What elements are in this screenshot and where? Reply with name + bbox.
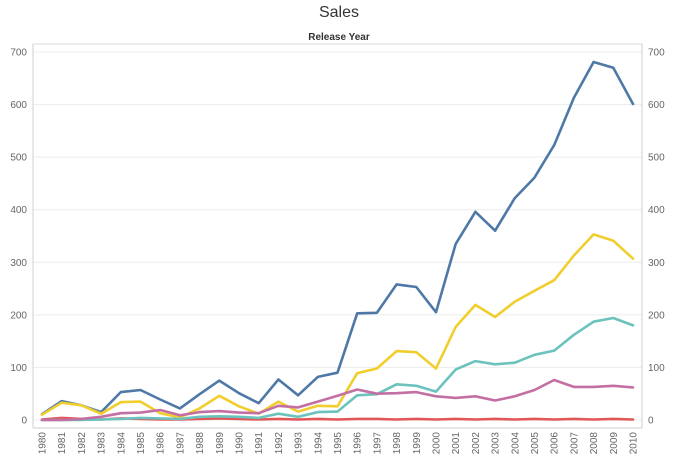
- x-tick-label: 1982: [77, 432, 88, 455]
- x-tick-label: 1998: [392, 432, 403, 455]
- y-tick-right: 200: [648, 310, 665, 321]
- x-tick-label: 1986: [156, 432, 167, 455]
- x-tick-label: 1984: [116, 432, 127, 455]
- x-tick-label: 1997: [372, 432, 383, 455]
- y-tick-left: 200: [10, 310, 27, 321]
- grid-layer: [33, 51, 642, 421]
- y-tick-left: 700: [10, 48, 27, 59]
- series-line-4: [40, 316, 635, 422]
- y-tick-right: 100: [648, 363, 665, 374]
- y-tick-left: 400: [10, 205, 27, 216]
- y-tick-left: 100: [10, 363, 27, 374]
- x-tick-label: 2007: [569, 432, 580, 455]
- x-tick-label: 2009: [609, 432, 620, 455]
- x-tick-label: 1981: [57, 432, 68, 455]
- y-tick-right: 300: [648, 258, 665, 269]
- x-tick-label: 2000: [432, 432, 443, 455]
- y-tick-right: 400: [648, 205, 665, 216]
- x-tick-label: 2005: [530, 432, 541, 455]
- y-tick-left: 600: [10, 100, 27, 111]
- series-layer: [40, 60, 635, 422]
- x-tick-label: 2004: [510, 432, 521, 455]
- x-tick-label: 1999: [412, 432, 423, 455]
- x-tick-label: 2008: [589, 432, 600, 455]
- column-header: Release Year: [308, 32, 370, 43]
- x-tick-label: 2001: [451, 432, 462, 455]
- x-tick-label: 1994: [313, 432, 324, 455]
- chart-title: Sales: [319, 4, 359, 21]
- x-tick-label: 1988: [195, 432, 206, 455]
- y-tick-right: 500: [648, 153, 665, 164]
- y-tick-left: 0: [21, 416, 27, 427]
- x-tick-label: 1991: [254, 432, 265, 455]
- x-tick-label: 1985: [136, 432, 147, 455]
- x-tick-label: 1987: [175, 432, 186, 455]
- right-axis: 0 100 200 300 400 500 600 700: [648, 48, 665, 427]
- x-tick-label: 1983: [97, 432, 108, 455]
- series-line-2: [40, 233, 635, 419]
- x-tick-label: 2006: [550, 432, 561, 455]
- y-tick-left: 500: [10, 153, 27, 164]
- x-axis: 1980 1981 1982 1983 1984 1985 1986 1987 1988 1989…: [38, 432, 640, 455]
- x-tick-label: 2002: [471, 432, 482, 455]
- x-tick-label: 2003: [491, 432, 502, 455]
- x-tick-label: 1993: [294, 432, 305, 455]
- x-tick-label: 1995: [333, 432, 344, 455]
- x-tick-label: 2010: [629, 432, 640, 455]
- y-tick-right: 0: [648, 416, 654, 427]
- x-tick-label: 1980: [38, 432, 49, 455]
- x-tick-label: 1989: [215, 432, 226, 455]
- x-tick-label: 1990: [235, 432, 246, 455]
- series-line-5: [40, 378, 635, 422]
- y-tick-right: 700: [648, 48, 665, 59]
- y-tick-right: 600: [648, 100, 665, 111]
- left-axis: 0 100 200 300 400 500 600 700: [10, 48, 27, 427]
- x-tick-label: 1992: [274, 432, 285, 455]
- x-tick-label: 1996: [353, 432, 364, 455]
- series-line-1: [40, 60, 635, 416]
- y-tick-left: 300: [10, 258, 27, 269]
